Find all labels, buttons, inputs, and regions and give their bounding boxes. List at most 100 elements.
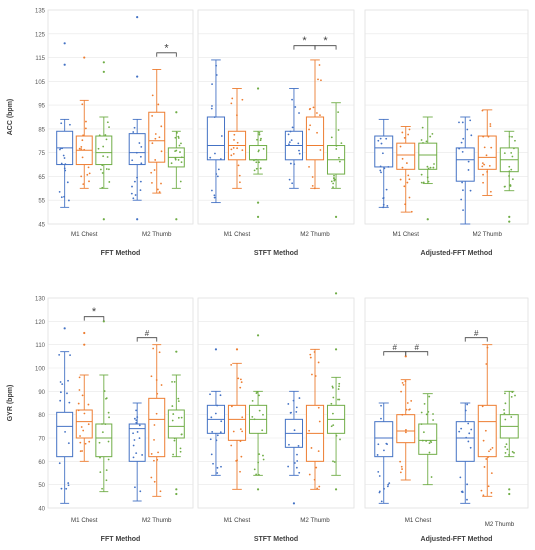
sample-dot — [420, 139, 423, 141]
sample-dot — [160, 125, 163, 128]
box-2 — [227, 88, 247, 189]
box-iqr — [418, 423, 438, 455]
sample-dot — [505, 443, 508, 446]
sample-dot — [466, 128, 469, 131]
sample-dot — [219, 431, 222, 434]
sample-dot — [484, 429, 487, 432]
sample-dot — [107, 458, 110, 461]
sample-dot — [157, 103, 160, 106]
sample-dot — [171, 405, 174, 407]
significance-mark: * — [92, 306, 97, 318]
sample-dot — [317, 78, 319, 81]
sample-dot — [489, 123, 492, 125]
box-2 — [477, 109, 497, 196]
sample-dot — [63, 167, 66, 170]
sample-dot — [258, 394, 260, 397]
sample-dot — [487, 485, 490, 488]
group-label: M2 Thumb — [300, 517, 330, 524]
sample-dot — [132, 456, 135, 459]
outlier-point — [256, 488, 260, 491]
sample-dot — [378, 475, 381, 477]
significance-mark: * — [164, 42, 169, 54]
sample-dot — [401, 157, 404, 160]
sample-dot — [59, 381, 62, 383]
sample-dot — [330, 425, 333, 428]
significance-bracket — [314, 45, 337, 50]
sample-dot — [466, 403, 469, 406]
sample-dot — [504, 446, 507, 448]
sample-dot — [139, 189, 142, 192]
box-3 — [499, 390, 519, 496]
sample-dot — [382, 206, 385, 209]
sample-dot — [219, 394, 222, 397]
sample-dot — [406, 181, 409, 184]
sample-dot — [230, 363, 233, 366]
panel-title: FFT Method — [101, 250, 141, 257]
sample-dot — [405, 408, 408, 411]
sample-dot — [380, 404, 382, 407]
sample-dot — [482, 173, 484, 176]
sample-dot — [219, 158, 222, 160]
sample-dot — [404, 203, 406, 206]
sample-dot — [378, 490, 381, 493]
sample-dot — [482, 494, 485, 497]
box-1 — [56, 327, 74, 504]
sample-dot — [132, 444, 135, 447]
sample-dot — [60, 487, 63, 490]
sample-dot — [150, 375, 153, 378]
box-2 — [305, 59, 325, 190]
box-3 — [418, 116, 438, 221]
sample-dot — [174, 157, 177, 160]
sample-dot — [313, 187, 316, 190]
sample-dot — [420, 173, 423, 176]
sample-dot — [132, 432, 134, 435]
group-label: M1 Chest — [71, 517, 98, 524]
sample-dot — [462, 189, 464, 192]
sample-dot — [420, 423, 423, 426]
sample-dot — [80, 426, 83, 428]
sample-dot — [262, 147, 265, 150]
panel-title: Adjusted-FFT Method — [421, 250, 493, 257]
sample-dot — [236, 114, 238, 117]
box-1 — [128, 16, 146, 221]
outlier-point — [83, 343, 86, 346]
sample-dot — [429, 166, 432, 169]
box-1 — [56, 42, 74, 208]
sample-dot — [380, 142, 383, 145]
y-axis-label: ACC (bpm) — [7, 99, 14, 136]
sample-dot — [331, 385, 334, 388]
sample-dot — [428, 395, 431, 398]
significance-mark: # — [415, 343, 420, 352]
outlier-point — [175, 218, 178, 221]
sample-dot — [258, 474, 260, 476]
outlier-point — [136, 16, 139, 19]
y-tick-label: 110 — [35, 343, 45, 349]
sample-dot — [177, 137, 180, 139]
sample-dot — [179, 180, 182, 183]
sample-dot — [425, 440, 428, 442]
sample-dot — [481, 165, 484, 168]
sample-dot — [139, 155, 142, 158]
sample-dot — [67, 482, 70, 484]
sample-dot — [489, 190, 492, 193]
sample-dot — [172, 453, 175, 456]
sample-dot — [179, 447, 182, 450]
sample-dot — [339, 438, 341, 441]
sample-dot — [425, 140, 428, 143]
panel-1-3: M1 Chest M2 Thumb Adjusted-FFT Method — [364, 9, 529, 257]
sample-dot — [404, 431, 407, 434]
sample-dot — [105, 168, 108, 170]
box-3 — [418, 393, 438, 486]
sample-dot — [214, 412, 217, 415]
sample-dot — [379, 169, 382, 172]
sample-dot — [160, 150, 163, 153]
box-2 — [148, 68, 166, 194]
panel-title: FFT Method — [101, 536, 141, 543]
sample-dot — [60, 196, 63, 199]
sample-dot — [338, 385, 341, 388]
sample-dot — [504, 452, 507, 454]
sample-dot — [153, 459, 155, 462]
box-3 — [326, 292, 346, 491]
panel-frame — [364, 9, 529, 225]
outlier-point — [63, 63, 66, 66]
